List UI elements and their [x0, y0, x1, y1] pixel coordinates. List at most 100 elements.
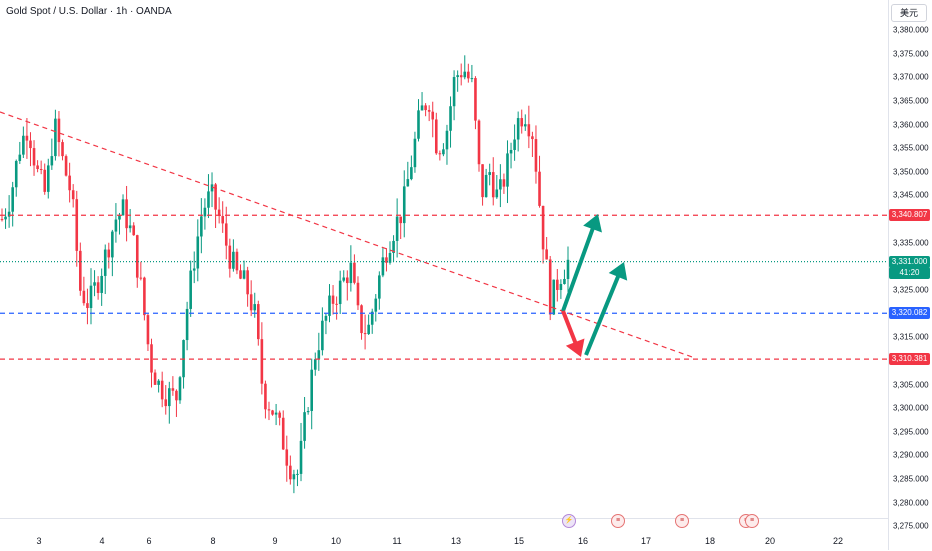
- candle-body: [171, 388, 175, 391]
- candle-body: [7, 211, 11, 217]
- candle-body: [381, 257, 385, 276]
- price-tick-label: 3,355.000: [893, 143, 929, 153]
- time-tick-label: 22: [832, 536, 844, 546]
- candle-body: [54, 118, 57, 157]
- candle-body: [64, 156, 68, 176]
- time-tick-label: 3: [36, 536, 42, 546]
- candle-body: [228, 245, 232, 269]
- candle-body: [246, 270, 249, 295]
- candle-body: [374, 298, 378, 312]
- candle-body: [467, 71, 470, 79]
- candle-body: [367, 324, 370, 335]
- candle-body: [178, 377, 182, 401]
- candle-body: [417, 110, 420, 139]
- candle-body: [474, 78, 477, 121]
- candle-body: [303, 412, 306, 441]
- candle-body: [456, 75, 459, 78]
- candle-body: [232, 251, 235, 269]
- candle-body: [388, 253, 392, 263]
- candle-body: [420, 105, 424, 111]
- candle-body: [239, 270, 242, 279]
- price-tick-label: 3,290.000: [893, 450, 929, 460]
- candle-body: [335, 303, 338, 305]
- candle-body: [299, 440, 303, 474]
- candle-body: [61, 142, 64, 157]
- candle-body: [345, 277, 349, 284]
- candle-body: [392, 240, 395, 254]
- resistance-price-tag: 3,340.807: [889, 209, 930, 222]
- candle-body: [32, 148, 36, 166]
- us-flag-icon[interactable]: ≡: [675, 514, 689, 528]
- candle-body: [566, 259, 570, 279]
- price-tick-label: 3,365.000: [893, 96, 929, 106]
- us-flag-icon[interactable]: ≡: [611, 514, 625, 528]
- candle-body: [541, 205, 545, 250]
- candle-body: [338, 280, 342, 305]
- candle-body: [406, 179, 410, 187]
- candle-body: [22, 135, 25, 155]
- price-tick-label: 3,345.000: [893, 190, 929, 200]
- candle-body: [477, 120, 481, 165]
- price-tick-label: 3,380.000: [893, 25, 929, 35]
- candle-body: [438, 153, 442, 155]
- candle-body: [146, 315, 150, 345]
- candle-body: [139, 277, 143, 279]
- arrow-up-rebound: [584, 262, 628, 356]
- candle-body: [427, 110, 431, 112]
- candle-body: [128, 225, 132, 229]
- candle-body: [25, 135, 29, 141]
- candle-body: [125, 199, 128, 229]
- price-chart[interactable]: [0, 0, 888, 518]
- candle-body: [481, 164, 484, 198]
- candle-body: [57, 118, 61, 143]
- candle-body: [100, 275, 103, 293]
- candle-body: [399, 216, 402, 224]
- candle-body: [470, 78, 474, 80]
- chart-area[interactable]: Gold Spot / U.S. Dollar · 1h · OANDA: [0, 0, 888, 518]
- candle-body: [192, 268, 196, 271]
- candle-body: [203, 207, 207, 217]
- candle-body: [342, 277, 346, 281]
- time-tick-label: 20: [764, 536, 776, 546]
- candle-body: [68, 175, 71, 191]
- candle-body: [363, 333, 367, 335]
- candle-body: [484, 174, 488, 198]
- candle-body: [82, 290, 86, 304]
- candle-body: [356, 282, 360, 306]
- candle-body: [235, 251, 239, 271]
- candle-body: [114, 219, 118, 232]
- price-tick-label: 3,295.000: [893, 427, 929, 437]
- price-tick-label: 3,335.000: [893, 238, 929, 248]
- candle-body: [257, 304, 260, 340]
- time-tick-label: 16: [577, 536, 589, 546]
- candle-body: [160, 380, 164, 400]
- candle-body: [520, 118, 524, 127]
- candle-body: [289, 465, 292, 480]
- candle-body: [449, 106, 452, 131]
- candle-body: [249, 294, 253, 311]
- candle-body: [434, 119, 438, 154]
- candle-body: [103, 249, 107, 276]
- us-flag-icon[interactable]: ≡: [745, 514, 759, 528]
- candle-body: [459, 75, 463, 78]
- candle-body: [402, 186, 406, 224]
- candle-body: [164, 399, 168, 407]
- price-tick-label: 3,300.000: [893, 403, 929, 413]
- candle-body: [50, 156, 54, 166]
- chart-title: Gold Spot / U.S. Dollar · 1h · OANDA: [6, 6, 172, 17]
- candle-body: [499, 179, 502, 190]
- time-tick-label: 15: [513, 536, 525, 546]
- candle-body: [79, 250, 82, 291]
- candle-body: [150, 344, 153, 373]
- candle-body: [317, 350, 321, 360]
- lightning-icon[interactable]: ⚡: [562, 514, 576, 528]
- candle-body: [331, 295, 335, 304]
- candle-body: [488, 172, 491, 175]
- candle-body: [107, 249, 111, 258]
- currency-selector[interactable]: 美元: [891, 4, 927, 22]
- candle-body: [306, 410, 310, 413]
- time-tick-label: 6: [146, 536, 152, 546]
- candle-body: [221, 216, 225, 224]
- candle-body: [0, 219, 4, 221]
- candle-body: [495, 189, 499, 198]
